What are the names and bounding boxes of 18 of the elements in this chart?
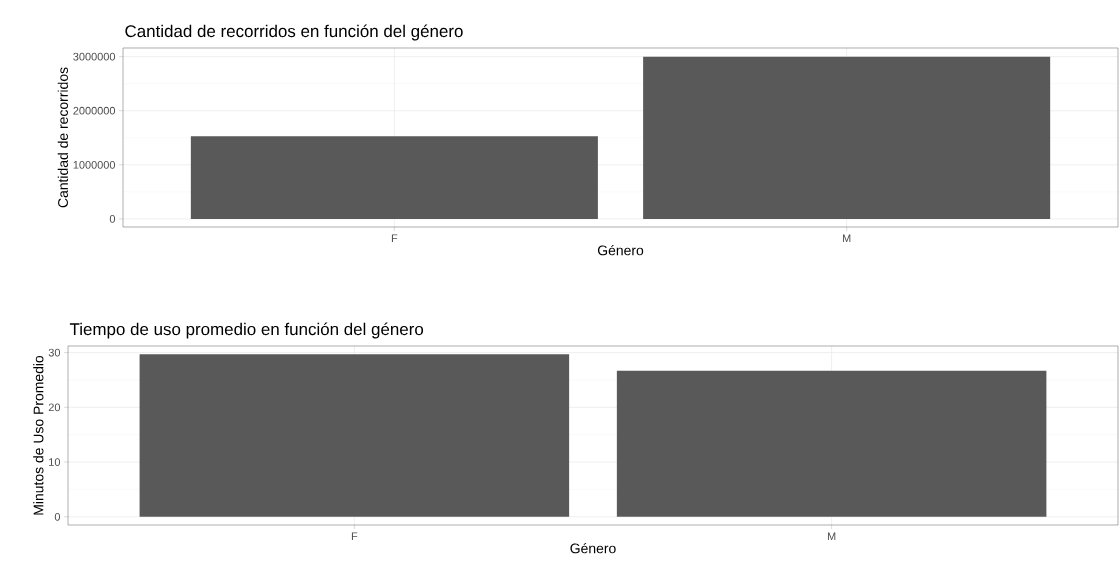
- y-axis-title: Minutos de Uso Promedio: [33, 355, 44, 515]
- chart-title: Cantidad de recorridos en función del género: [125, 24, 463, 41]
- y-tick-label: 0: [109, 215, 116, 223]
- x-axis-title: Género: [570, 542, 616, 554]
- y-tick-label: 10: [49, 458, 61, 466]
- y-tick-label: 20: [48, 403, 61, 412]
- x-tick-label: F: [391, 234, 398, 243]
- y-tick-label: 1000000: [73, 160, 116, 169]
- x-axis-title: Género: [597, 244, 644, 256]
- y-tick-label: 0: [54, 512, 61, 521]
- y-axis-title: Cantidad de recorridos: [57, 67, 68, 208]
- x-tick-label: F: [351, 532, 358, 541]
- x-tick-label: M: [842, 234, 851, 243]
- y-tick-label: 2000000: [73, 106, 116, 115]
- chart-title: Tiempo de uso promedio en función del género: [69, 322, 424, 339]
- y-tick-label: 3000000: [73, 52, 116, 61]
- x-tick-label: M: [827, 532, 836, 541]
- y-tick-label: 30: [48, 348, 61, 357]
